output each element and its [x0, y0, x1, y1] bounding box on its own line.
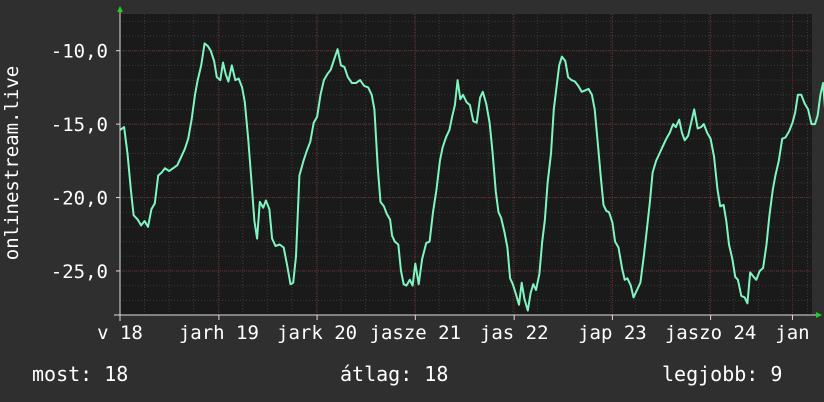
legend-now: most: 18 — [32, 362, 128, 386]
legend-avg: átlag: 18 — [340, 362, 448, 386]
legend-best-value: 9 — [770, 362, 783, 386]
x-axis-arrow — [816, 312, 822, 318]
y-tick-label: -10,0 — [51, 41, 108, 63]
axis-ticks: -10,0 -15,0 -20,0 -25,0 v 18 jarh 19 jark 20 ja… — [51, 41, 810, 344]
x-tick-label: v 18 — [97, 322, 143, 344]
legend-avg-label: átlag: — [340, 362, 413, 386]
y-tick-label: -15,0 — [51, 114, 108, 136]
x-tick-label: jark 20 — [277, 322, 357, 344]
y-tick-label: -25,0 — [51, 261, 108, 283]
series-line — [119, 42, 824, 312]
x-tick-label: jas 22 — [480, 322, 549, 344]
legend-best-label: legjobb: — [662, 362, 759, 386]
x-tick-label: jan — [775, 322, 809, 344]
y-tick-label: -20,0 — [51, 188, 108, 210]
legend-now-label: most: — [32, 362, 93, 386]
legend-best: legjobb: 9 — [662, 362, 782, 386]
legend-avg-value: 18 — [424, 362, 449, 386]
axes — [114, 6, 822, 321]
legend-now-value: 18 — [104, 362, 129, 386]
x-tick-label: jarh 19 — [179, 322, 259, 344]
y-axis-label: onlinestream.live — [1, 65, 23, 261]
series-layer — [119, 42, 824, 312]
y-axis-label-wrap: onlinestream.live — [0, 8, 24, 318]
x-tick-label: jaszo 24 — [665, 322, 757, 344]
x-tick-label: jap 23 — [578, 322, 647, 344]
y-axis-arrow — [117, 6, 123, 12]
x-tick-label: jasze 21 — [370, 322, 462, 344]
plot-area — [120, 14, 812, 315]
